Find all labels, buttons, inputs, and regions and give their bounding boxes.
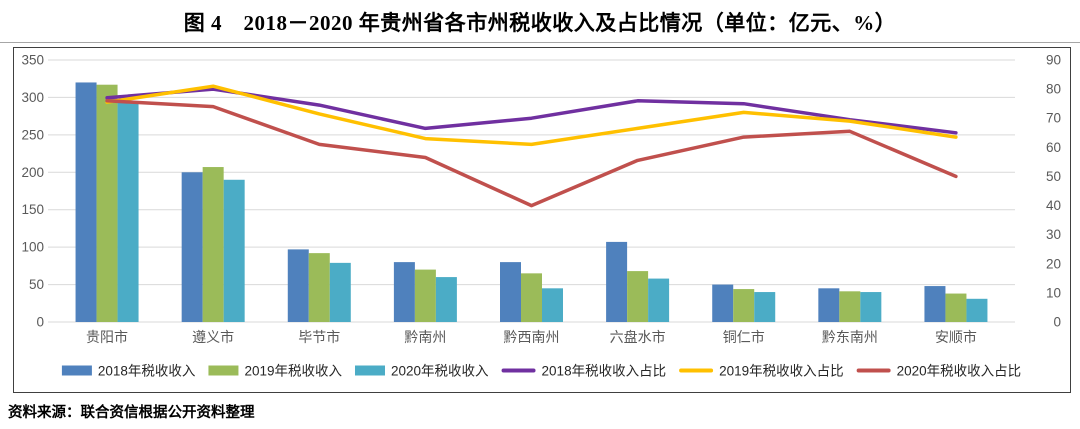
- left-axis-tick-label: 250: [21, 127, 44, 142]
- legend-label: 2018年税收收入占比: [542, 364, 667, 379]
- bar: [75, 82, 97, 322]
- right-axis-labels: 0 10 20 30 40 50 60 70 80 90: [1046, 53, 1061, 330]
- bar: [500, 262, 521, 322]
- figure-title: 图 4 2018－2020 年贵州省各市州税收收入及占比情况（单位：亿元、%）: [183, 11, 897, 35]
- bar: [860, 292, 882, 322]
- right-axis-tick-label: 40: [1046, 198, 1061, 213]
- bar: [542, 288, 563, 322]
- bar: [308, 253, 330, 322]
- category-label: 安顺市: [935, 329, 977, 345]
- category-label: 黔西南州: [504, 329, 560, 345]
- category-labels: 贵阳市 遵义市 毕节市 黔南州 黔西南州 六盘水市 铜仁市 黔东南州 安顺市: [86, 329, 977, 345]
- bar: [648, 278, 670, 322]
- left-axis-tick-label: 150: [21, 202, 44, 217]
- category-label: 贵阳市: [86, 329, 128, 345]
- category-label: 铜仁市: [723, 329, 765, 345]
- right-axis-tick-label: 60: [1046, 140, 1061, 155]
- legend-item: 2019年税收收入: [208, 364, 342, 379]
- bar-series-1: [96, 84, 967, 323]
- bar: [223, 179, 245, 322]
- category-label: 毕节市: [298, 329, 340, 345]
- legend-item: 2018年税收收入: [61, 364, 196, 379]
- trend-line-0: [105, 87, 958, 135]
- bar: [606, 241, 628, 322]
- left-axis-tick-label: 100: [21, 240, 44, 255]
- legend: 2018年税收收入 2019年税收收入 2020年税收收入 2018年税收收入占比 20…: [61, 364, 1022, 379]
- right-axis-tick-label: 10: [1046, 285, 1061, 300]
- legend-label: 2019年税收收入: [244, 364, 342, 379]
- bar: [287, 249, 309, 322]
- legend-item: 2020年税收收入占比: [856, 364, 1022, 379]
- chart-frame: 0 50 100 150 200 250 300 350 0 10 20 30 40 50 60 70 80 90…: [13, 47, 1071, 393]
- left-axis-tick-label: 50: [29, 277, 44, 292]
- bar: [181, 172, 203, 322]
- left-axis-tick-label: 300: [21, 90, 44, 105]
- right-axis-tick-label: 90: [1046, 53, 1061, 68]
- bar: [966, 298, 988, 322]
- category-label: 六盘水市: [610, 329, 666, 345]
- right-axis-tick-label: 20: [1046, 256, 1061, 271]
- right-axis-tick-label: 30: [1046, 227, 1061, 242]
- bar: [202, 167, 224, 322]
- right-axis-tick-label: 0: [1053, 315, 1061, 330]
- right-axis-tick-label: 70: [1046, 111, 1061, 126]
- bar: [627, 271, 649, 322]
- bar: [818, 288, 840, 322]
- bar: [712, 284, 734, 322]
- category-label: 遵义市: [192, 329, 234, 345]
- bar: [733, 289, 755, 322]
- bar: [924, 286, 946, 322]
- combo-chart: 0 50 100 150 200 250 300 350 0 10 20 30 40 50 60 70 80 90…: [21, 53, 1061, 379]
- legend-swatch-line: [501, 368, 536, 373]
- right-axis-tick-label: 50: [1046, 169, 1061, 184]
- bar: [435, 277, 457, 322]
- legend-item: 2020年税收收入: [354, 364, 489, 379]
- legend-swatch-bar: [208, 365, 239, 376]
- left-axis-tick-label: 200: [21, 165, 44, 180]
- legend-swatch-bar: [61, 365, 92, 376]
- bar: [521, 273, 542, 322]
- bar: [754, 292, 776, 322]
- bar: [117, 102, 139, 322]
- source-note: 资料来源：联合资信根据公开资料整理: [8, 405, 255, 421]
- bar-series-2: [117, 102, 988, 322]
- category-label: 黔东南州: [822, 329, 878, 345]
- bar: [839, 291, 861, 322]
- bar: [945, 293, 967, 322]
- bar: [329, 262, 351, 322]
- legend-swatch-line: [679, 368, 714, 373]
- bar: [414, 269, 436, 322]
- title-divider: [0, 42, 1080, 43]
- legend-label: 2018年税收收入: [98, 364, 196, 379]
- bar: [393, 262, 415, 322]
- left-axis-tick-label: 0: [36, 315, 44, 330]
- legend-label: 2020年税收收入占比: [897, 364, 1022, 379]
- category-label: 黔南州: [404, 329, 446, 345]
- legend-swatch-line: [856, 368, 891, 373]
- left-axis-labels: 0 50 100 150 200 250 300 350: [21, 53, 44, 330]
- legend-item: 2018年税收收入占比: [501, 364, 667, 379]
- bar-series-0: [75, 82, 946, 322]
- legend-swatch-bar: [354, 365, 385, 376]
- legend-item: 2019年税收收入占比: [679, 364, 844, 379]
- right-axis-tick-label: 80: [1046, 82, 1061, 97]
- legend-label: 2019年税收收入占比: [719, 364, 844, 379]
- trend-line-2: [105, 99, 958, 208]
- left-axis-tick-label: 350: [21, 53, 44, 68]
- bar: [96, 84, 118, 323]
- legend-label: 2020年税收收入: [391, 364, 489, 379]
- trend-line-1: [105, 84, 958, 147]
